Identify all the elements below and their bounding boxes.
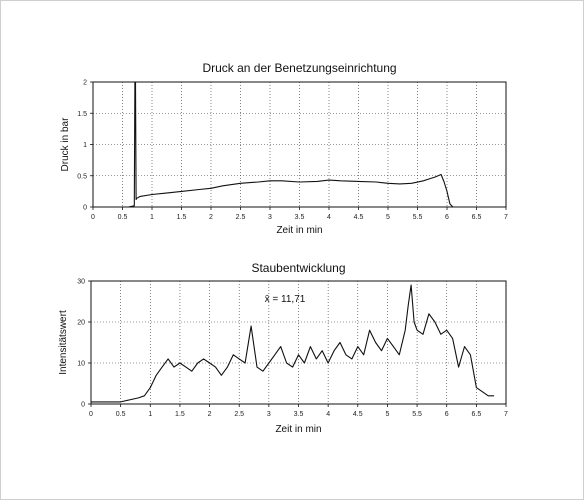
x-tick-label: 0	[89, 411, 93, 418]
x-axis-label: Zeit in min	[275, 424, 321, 435]
x-tick-label: 4	[327, 214, 331, 221]
x-tick-label: 0	[91, 214, 95, 221]
y-tick-label: 10	[77, 361, 85, 368]
x-tick-label: 6	[445, 214, 449, 221]
x-axis-label: Zeit in min	[276, 225, 322, 236]
x-tick-label: 5.5	[412, 411, 422, 418]
x-tick-label: 1.5	[177, 214, 187, 221]
x-tick-label: 6.5	[472, 214, 482, 221]
x-tick-label: 2	[208, 411, 212, 418]
x-tick-label: 4.5	[353, 411, 363, 418]
y-axis-label: Intensitätswert	[58, 310, 69, 375]
x-tick-label: 0.5	[118, 214, 128, 221]
y-tick-label: 0.5	[77, 173, 87, 180]
series-line	[93, 81, 454, 208]
chart-1	[90, 81, 507, 210]
x-tick-label: 3.5	[294, 411, 304, 418]
series-line	[91, 284, 495, 403]
x-tick-label: 5.5	[413, 214, 423, 221]
x-tick-label: 2	[209, 214, 213, 221]
x-tick-label: 1.5	[175, 411, 185, 418]
y-tick-label: 1	[83, 142, 87, 149]
chart-title: Staubentwicklung	[251, 261, 345, 275]
x-tick-label: 2.5	[234, 411, 244, 418]
x-tick-label: 4	[326, 411, 330, 418]
x-tick-label: 4.5	[354, 214, 364, 221]
y-tick-label: 30	[77, 279, 85, 286]
chart-2	[88, 280, 507, 407]
x-tick-label: 1	[150, 214, 154, 221]
x-tick-label: 6.5	[471, 411, 481, 418]
x-tick-label: 5	[386, 214, 390, 221]
y-tick-label: 2	[83, 80, 87, 87]
x-tick-label: 3.5	[295, 214, 305, 221]
y-axis-label: Druck in bar	[60, 117, 71, 172]
y-tick-label: 0	[81, 402, 85, 409]
chart-title: Druck an der Benetzungseinrichtung	[202, 61, 396, 75]
y-tick-label: 20	[77, 320, 85, 327]
x-tick-label: 0.5	[116, 411, 126, 418]
mean-annotation: x̄ = 11,71	[265, 294, 306, 305]
x-tick-label: 1	[148, 411, 152, 418]
x-tick-label: 7	[504, 214, 508, 221]
plot-area	[92, 81, 507, 208]
x-tick-label: 3	[267, 411, 271, 418]
y-tick-label: 0	[83, 205, 87, 212]
y-tick-label: 1.5	[77, 111, 87, 118]
x-tick-label: 6	[445, 411, 449, 418]
x-tick-label: 3	[268, 214, 272, 221]
x-tick-label: 7	[504, 411, 508, 418]
x-tick-label: 5	[385, 411, 389, 418]
x-tick-label: 2.5	[236, 214, 246, 221]
